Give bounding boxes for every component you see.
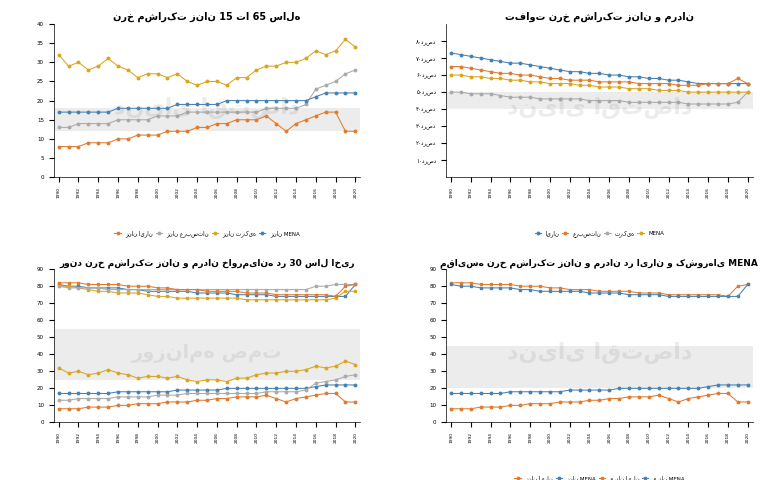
Bar [54, 329, 360, 380]
Bar [446, 346, 753, 388]
Title: مقایسه نرخ مشارکت زنان و مردان در ایران و کشورهای MENA: مقایسه نرخ مشارکت زنان و مردان در ایران … [440, 258, 758, 268]
Legend: زنان ایران, زنان عربستان, زنان ترکیه, زنان MENA: زنان ایران, زنان عربستان, زنان ترکیه, زن… [112, 228, 302, 239]
Text: روزنامه صمت: روزنامه صمت [131, 344, 283, 363]
Text: دنیای اقتصاد: دنیای اقتصاد [507, 342, 692, 364]
Title: نرخ مشارکت زنان 15 تا 65 ساله: نرخ مشارکت زنان 15 تا 65 ساله [114, 12, 301, 22]
Text: دنیای اقتصاد: دنیای اقتصاد [114, 97, 300, 119]
Bar [446, 92, 753, 109]
Title: تفاوت نرخ مشارکت زنان و مردان: تفاوت نرخ مشارکت زنان و مردان [505, 12, 694, 22]
Legend: زنان ایران, زنان MENA, مردان ایران, مردان MENA: زنان ایران, زنان MENA, مردان ایران, مردا… [512, 473, 687, 480]
Legend: ایران, عربستان, ترکیه, MENA: ایران, عربستان, ترکیه, MENA [532, 228, 667, 239]
Bar [54, 108, 360, 131]
Text: دنیای اقتصاد: دنیای اقتصاد [507, 97, 692, 119]
Title: روند نرخ مشارکت زنان و مردان خاورمیانه در 30 سال اخیر: روند نرخ مشارکت زنان و مردان خاورمیانه د… [59, 258, 355, 268]
